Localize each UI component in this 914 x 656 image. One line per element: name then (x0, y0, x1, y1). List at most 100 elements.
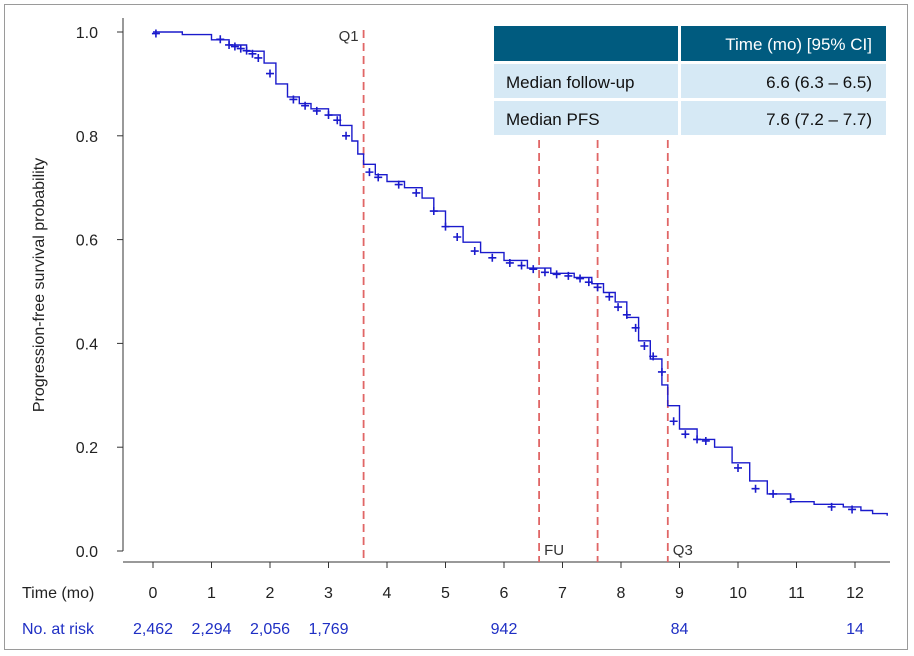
censor-mark (517, 261, 526, 270)
censor-mark (342, 131, 351, 140)
x-ticks: 0 1 2 3 4 5 6 7 8 9 10 11 12 (149, 562, 864, 602)
censor-mark (657, 367, 666, 376)
summary-row-1-value-cell (681, 64, 886, 98)
censor-mark (216, 35, 225, 44)
censor-mark (640, 341, 649, 350)
censor-mark (312, 106, 321, 115)
censor-mark (225, 40, 234, 49)
censor-mark (649, 352, 658, 361)
x-tick-label: 4 (383, 585, 392, 602)
censor-mark (584, 278, 593, 287)
x-tick-label: 7 (558, 585, 567, 602)
summary-row-2-value: 7.6 (7.2 – 7.7) (766, 110, 872, 129)
reference-line-label: FU (544, 542, 564, 559)
summary-row-1-value: 6.6 (6.3 – 6.5) (766, 73, 872, 92)
summary-row-2-value-cell (681, 101, 886, 135)
y-tick-label: 0.8 (76, 129, 98, 146)
y-axis-title: Progression-free survival probability (31, 158, 48, 412)
censor-mark (333, 116, 342, 125)
x-tick-label: 12 (846, 585, 864, 602)
censor-mark (429, 207, 438, 216)
censor-mark (631, 323, 640, 332)
censor-mark (324, 111, 333, 120)
x-axis-title: Time (mo) (22, 585, 94, 602)
censor-mark (301, 101, 310, 110)
censor-mark (769, 489, 778, 498)
x-tick-label: 2 (266, 585, 275, 602)
x-tick-label: 11 (788, 585, 805, 602)
censor-mark (605, 292, 614, 301)
y-tick-label: 0.6 (76, 233, 98, 250)
x-tick-label: 1 (207, 585, 216, 602)
censor-mark (751, 484, 760, 493)
censor-mark (681, 430, 690, 439)
censor-mark (394, 180, 403, 189)
censor-mark (786, 495, 795, 504)
censor-marks (151, 29, 857, 514)
y-tick-label: 1.0 (76, 25, 98, 42)
censor-mark (576, 274, 585, 283)
figure-frame (4, 4, 908, 650)
censor-mark (242, 46, 251, 55)
censor-mark (453, 233, 462, 242)
x-tick-label: 6 (500, 585, 509, 602)
censor-mark (848, 505, 857, 514)
summary-table: Time (mo) [95% CI] Median follow-up 6.6 … (494, 26, 886, 135)
risk-table-label: No. at risk (22, 621, 95, 638)
censor-mark (701, 436, 710, 445)
risk-value: 84 (671, 621, 689, 638)
censor-mark (693, 435, 702, 444)
y-ticks: 0.0 0.2 0.4 0.6 0.8 1.0 (76, 25, 123, 561)
censor-mark (827, 502, 836, 511)
y-tick-label: 0.2 (76, 440, 98, 457)
censor-mark (540, 268, 549, 277)
risk-value: 1,769 (308, 621, 348, 638)
censor-mark (289, 95, 298, 104)
y-tick-label: 0.0 (76, 544, 98, 561)
x-tick-label: 10 (729, 585, 747, 602)
summary-row-2-label-cell (494, 101, 678, 135)
censor-mark (552, 270, 561, 279)
risk-value: 2,462 (133, 621, 173, 638)
censor-mark (622, 310, 631, 319)
censor-mark (412, 188, 421, 197)
reference-lines: Q1 FU Q3 (339, 28, 693, 562)
censor-mark (236, 44, 245, 53)
censor-mark (593, 283, 602, 292)
summary-row-1-label-cell (494, 64, 678, 98)
censor-mark (564, 271, 573, 280)
censor-mark (441, 222, 450, 231)
y-tick-label: 0.4 (76, 336, 98, 353)
censor-mark (734, 463, 742, 472)
x-tick-label: 0 (149, 585, 158, 602)
censor-mark (248, 49, 257, 58)
risk-values: 2,462 2,294 2,056 1,769 942 84 14 (133, 621, 864, 638)
summary-row-1-label: Median follow-up (506, 73, 635, 92)
x-tick-label: 8 (617, 585, 626, 602)
censor-mark (254, 53, 263, 62)
censor-mark (470, 247, 479, 256)
summary-header-cell-2 (681, 26, 886, 61)
censor-mark (529, 265, 538, 274)
censor-mark (669, 417, 678, 426)
censor-mark (505, 258, 514, 267)
censor-mark (230, 42, 239, 51)
risk-value: 2,056 (250, 621, 290, 638)
summary-row-2-label: Median PFS (506, 110, 600, 129)
censor-mark (614, 303, 623, 312)
survival-curve (153, 31, 888, 516)
risk-value: 2,294 (191, 621, 231, 638)
x-tick-label: 3 (324, 585, 333, 602)
censor-mark (151, 29, 160, 38)
censor-mark (374, 173, 383, 182)
censor-mark (488, 253, 497, 262)
summary-header-cell-1 (494, 26, 678, 61)
reference-line-label: Q3 (673, 542, 693, 559)
risk-value: 14 (846, 621, 864, 638)
censor-mark (365, 168, 374, 177)
risk-value: 942 (491, 621, 518, 638)
reference-line-label: Q1 (339, 28, 359, 45)
x-tick-label: 5 (441, 585, 450, 602)
x-tick-label: 9 (675, 585, 684, 602)
